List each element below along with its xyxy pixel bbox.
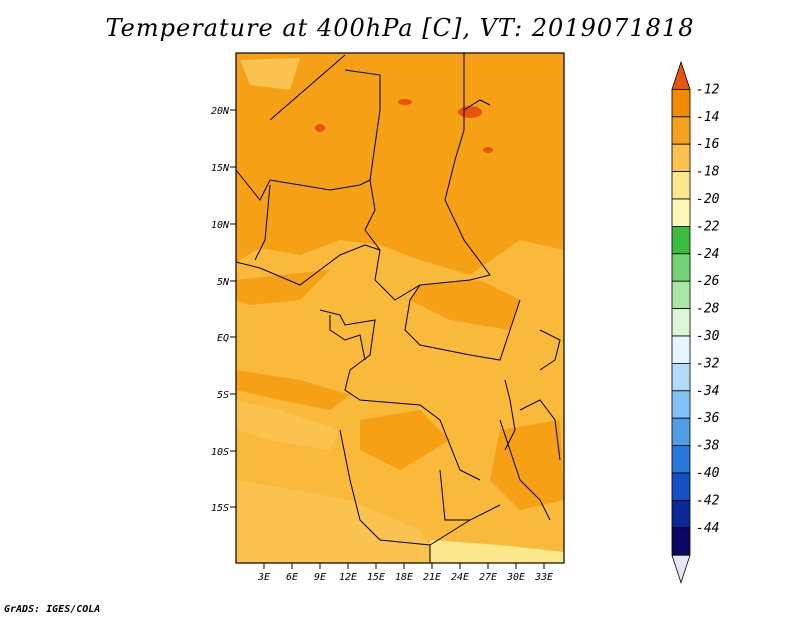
colorbar-swatch	[671, 280, 691, 310]
colorbar-swatch	[671, 335, 691, 364]
lon-label: 30E	[506, 572, 525, 583]
lon-label: 6E	[286, 572, 298, 583]
colorbar-swatch	[671, 253, 691, 282]
colorbar-swatch	[671, 171, 691, 200]
colorbar-label: -38	[696, 439, 720, 454]
colorbar-label: -30	[696, 329, 720, 344]
colorbar-swatch	[671, 390, 691, 419]
colorbar-swatch	[671, 362, 691, 392]
credit-text: GrADS: IGES/COLA	[4, 604, 101, 615]
colorbar-swatch	[671, 417, 691, 447]
colorbar-swatch	[671, 308, 691, 337]
lon-label: 3E	[257, 572, 270, 583]
colorbar-swatch	[671, 116, 691, 145]
latitude-axis: 20N 15N 10N 5N EQ 5S 10S 15S	[211, 106, 236, 514]
lon-label: 27E	[479, 572, 497, 583]
lon-label: 18E	[395, 572, 413, 583]
colorbar: -12 -14 -16 -18 -20 -22 -24 -26 -28 -30 -32 -34 -36 -…	[671, 60, 720, 584]
colorbar-label: -28	[696, 302, 720, 317]
colorbar-swatch	[671, 445, 691, 474]
lon-label: 21E	[423, 572, 441, 583]
longitude-axis: 3E 6E 9E 12E 15E 18E 21E 24E 27E 30E 33E	[257, 563, 553, 583]
lat-label: EQ	[217, 333, 229, 344]
lat-label: 10N	[211, 220, 230, 231]
colorbar-swatch	[671, 143, 691, 172]
map-title: Temperature at 400hPa [C], VT: 201907181…	[105, 14, 695, 42]
colorbar-label: -44	[696, 521, 719, 536]
map-frame	[235, 52, 565, 564]
lon-label: 9E	[314, 572, 326, 583]
temperature-field	[236, 53, 564, 563]
colorbar-top-arrow	[671, 60, 691, 90]
colorbar-swatch	[671, 527, 691, 556]
lat-label: 20N	[211, 106, 230, 117]
colorbar-bottom-arrow	[671, 554, 691, 584]
colorbar-swatch	[671, 198, 691, 227]
country-borders	[235, 53, 561, 563]
colorbar-swatch	[671, 89, 691, 118]
colorbar-swatch	[671, 225, 691, 255]
colorbar-label: -18	[696, 165, 720, 180]
colorbar-label: -34	[696, 384, 719, 399]
lat-label: 5N	[217, 277, 230, 288]
colorbar-swatch	[671, 472, 691, 501]
lat-label: 10S	[211, 447, 229, 458]
colorbar-label: -20	[696, 192, 720, 207]
colorbar-label: -14	[696, 110, 719, 125]
colorbar-label: -24	[696, 247, 719, 262]
colorbar-label: -40	[696, 466, 720, 481]
lon-label: 33E	[534, 572, 553, 583]
lat-label: 15S	[211, 503, 229, 514]
colorbar-swatch	[671, 499, 691, 529]
colorbar-label: -36	[696, 411, 720, 426]
lon-label: 12E	[339, 572, 357, 583]
colorbar-label: -42	[696, 493, 720, 508]
colorbar-label: -16	[696, 137, 720, 152]
lon-label: 15E	[367, 572, 385, 583]
lat-label: 15N	[211, 163, 230, 174]
lon-label: 24E	[451, 572, 469, 583]
colorbar-label: -12	[696, 82, 720, 97]
colorbar-label: -26	[696, 274, 720, 289]
colorbar-label: -32	[696, 356, 720, 371]
colorbar-label: -22	[696, 219, 720, 234]
lat-label: 5S	[217, 390, 229, 401]
